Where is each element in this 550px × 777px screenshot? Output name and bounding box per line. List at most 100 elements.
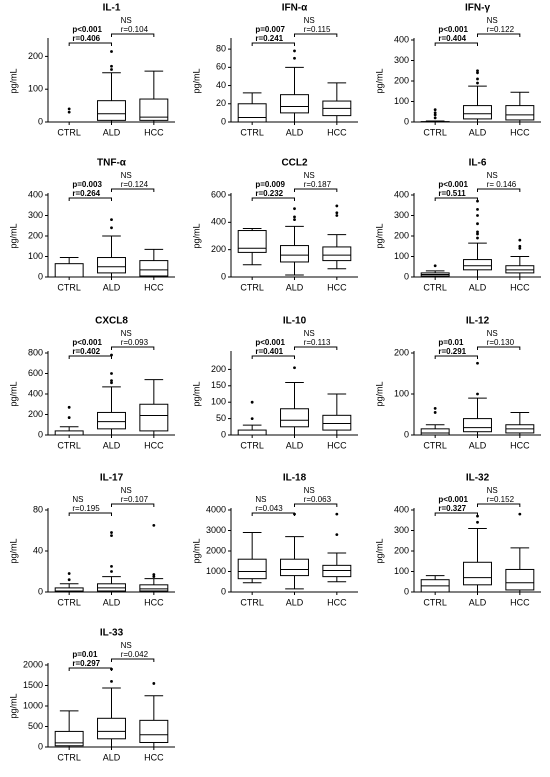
y-axis-label: pg/mL: [374, 68, 384, 93]
outlier: [250, 400, 254, 404]
panel-title: IL-18: [283, 473, 307, 484]
outlier: [110, 218, 113, 222]
comparison-bracket: [434, 512, 478, 516]
y-tick-label: 200: [394, 347, 409, 357]
box: [280, 558, 309, 577]
box: [139, 260, 169, 277]
y-tick-label: 1000: [23, 700, 43, 710]
y-tick-label: 0: [38, 271, 43, 281]
comparison-bracket: [111, 503, 155, 507]
x-tick-label: HCC: [144, 440, 164, 450]
outlier: [476, 520, 479, 524]
comparison-label: p=0.003: [72, 180, 102, 189]
outlier: [67, 110, 71, 114]
comparison-label: NS: [487, 329, 498, 338]
box: [280, 94, 309, 114]
box: [237, 429, 267, 436]
y-tick-label: 200: [394, 545, 409, 555]
x-tick-label: HCC: [327, 597, 347, 607]
y-tick-label: 0: [404, 271, 409, 281]
y-axis-label: pg/mL: [8, 693, 18, 718]
box: [420, 428, 450, 436]
comparison-label: r=0.297: [72, 659, 100, 668]
panel-title: IFN-α: [282, 3, 308, 14]
y-tick-label: 200: [211, 244, 226, 254]
y-tick-label: 600: [211, 189, 226, 199]
x-tick-label: ALD: [286, 440, 304, 450]
box: [237, 558, 267, 580]
outlier: [476, 514, 479, 518]
comparison-label: r=0.404: [438, 34, 466, 43]
y-tick-label: 600: [28, 368, 43, 378]
y-tick-label: 300: [394, 525, 409, 535]
y-axis-label: pg/mL: [374, 223, 384, 248]
y-tick-label: 300: [394, 210, 409, 220]
y-tick-label: 400: [394, 504, 409, 514]
x-tick-label: ALD: [469, 597, 487, 607]
y-tick-label: 0: [221, 586, 226, 596]
comparison-label: r=0.327: [438, 504, 466, 513]
box: [463, 105, 492, 120]
box: [237, 230, 267, 253]
panel-title: CCL2: [281, 158, 308, 169]
y-axis-label: pg/mL: [8, 538, 18, 563]
box: [97, 411, 126, 430]
y-tick-label: 0: [221, 116, 226, 126]
comparison-label: p=0.01: [438, 338, 464, 347]
y-tick-label: 40: [216, 80, 226, 90]
outlier: [110, 680, 113, 683]
outlier: [110, 570, 113, 573]
comparison-label: r=0.232: [255, 189, 283, 198]
outlier: [518, 246, 522, 250]
outlier: [476, 69, 479, 73]
comparison-label: NS: [121, 16, 132, 25]
box: [463, 561, 492, 586]
outlier: [433, 116, 437, 120]
x-tick-label: CTRL: [57, 752, 81, 762]
comparison-bracket: [434, 197, 478, 201]
y-tick-label: 100: [394, 251, 409, 261]
y-tick-label: 200: [28, 409, 43, 419]
panel-title: IL-1: [103, 3, 121, 14]
box: [463, 418, 492, 433]
y-tick-label: 80: [216, 43, 226, 53]
y-tick-label: 0: [38, 586, 43, 596]
outlier: [110, 564, 113, 568]
x-tick-label: ALD: [286, 282, 304, 292]
y-axis-label: pg/mL: [191, 223, 201, 248]
comparison-bracket: [294, 503, 338, 507]
comparison-bracket: [111, 346, 155, 350]
comparison-bracket: [68, 42, 112, 46]
outlier: [476, 222, 479, 226]
x-tick-label: ALD: [469, 282, 487, 292]
outlier: [433, 411, 437, 414]
outlier: [110, 381, 113, 385]
comparison-label: r= 0.146: [487, 180, 517, 189]
outlier: [152, 682, 156, 685]
x-tick-label: ALD: [103, 597, 121, 607]
outlier: [110, 372, 113, 375]
y-tick-label: 200: [211, 364, 226, 374]
comparison-bracket: [434, 355, 478, 359]
comparison-label: p<0.001: [438, 25, 468, 34]
comparison-bracket: [434, 42, 478, 46]
comparison-label: p<0.001: [438, 495, 468, 504]
comparison-bracket: [251, 512, 295, 516]
y-tick-label: 0: [38, 116, 43, 126]
x-tick-label: CTRL: [240, 127, 264, 137]
y-tick-label: 60: [216, 62, 226, 72]
comparison-label: NS: [487, 486, 498, 495]
box: [54, 263, 84, 278]
outlier: [152, 523, 156, 527]
comparison-label: r=0.195: [72, 504, 100, 513]
x-tick-label: HCC: [510, 127, 530, 137]
outlier: [335, 512, 339, 516]
x-tick-label: HCC: [327, 440, 347, 450]
comparison-bracket: [251, 197, 295, 201]
y-axis-label: pg/mL: [8, 381, 18, 406]
outlier: [293, 366, 296, 370]
outlier: [433, 264, 437, 268]
x-tick-label: HCC: [327, 127, 347, 137]
y-tick-label: 2000: [206, 545, 226, 555]
y-tick-label: 300: [28, 210, 43, 220]
